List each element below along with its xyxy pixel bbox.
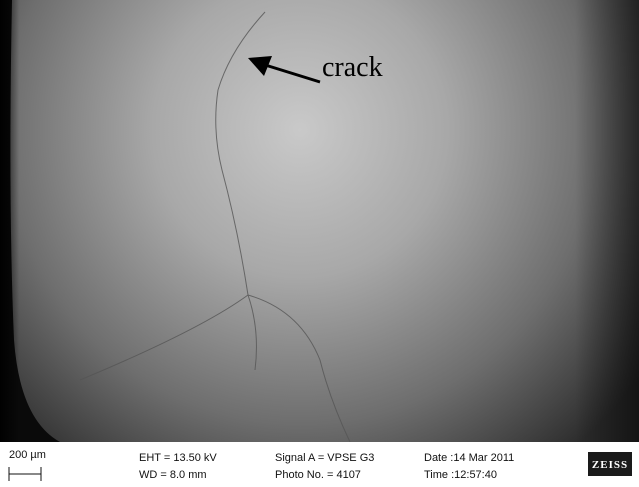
logo: ZEISS: [592, 459, 628, 471]
eht: EHT = 13.50 kV: [139, 452, 217, 464]
annotation-label: crack: [322, 52, 383, 83]
wd: WD = 8.0 mm: [139, 469, 207, 481]
scale-label: 200 µm: [9, 449, 46, 461]
date: Date :14 Mar 2011: [424, 452, 514, 464]
signal: Signal A = VPSE G3: [275, 452, 374, 464]
edge-shading: [0, 0, 639, 442]
sem-micrograph: crack 200 µm EHT = 13.50 kV WD = 8.0 mm …: [0, 0, 639, 487]
time: Time :12:57:40: [424, 469, 497, 481]
photo-no: Photo No. = 4107: [275, 469, 361, 481]
